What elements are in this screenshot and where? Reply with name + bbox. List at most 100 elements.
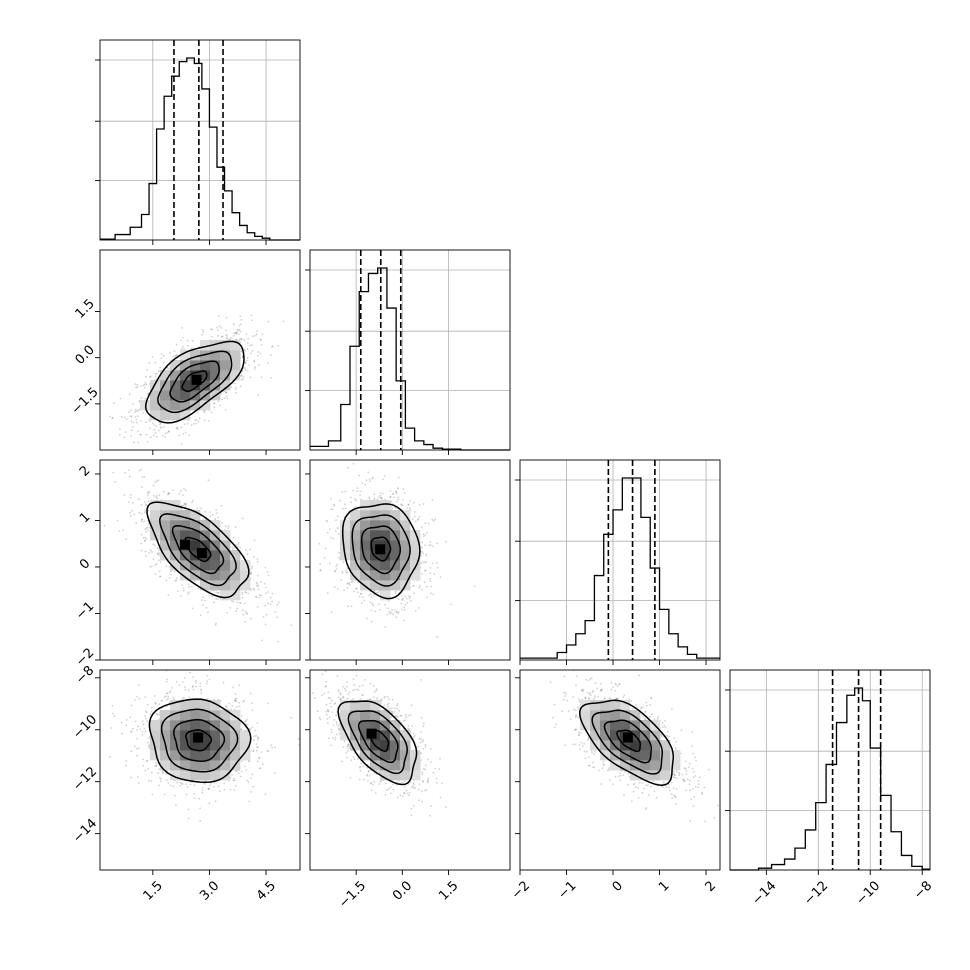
sample-point (174, 355, 177, 357)
sample-point (248, 727, 251, 730)
sample-point (575, 714, 578, 717)
sample-point (233, 777, 236, 780)
sample-point (237, 545, 239, 548)
sample-point (395, 507, 397, 510)
sample-point (160, 357, 163, 360)
sample-point (370, 609, 373, 612)
density-cell (350, 540, 361, 551)
sample-point (152, 422, 154, 425)
density-peak (179, 539, 190, 550)
sample-point (197, 411, 199, 414)
sample-point (210, 335, 213, 338)
sample-point (175, 681, 178, 683)
sample-point (159, 780, 162, 783)
sample-point (158, 549, 161, 552)
sample-point (244, 369, 247, 371)
sample-point (421, 546, 423, 549)
sample-point (661, 721, 664, 724)
sample-point (256, 746, 258, 748)
sample-point (208, 678, 211, 681)
sample-point (201, 791, 204, 794)
joint-panel-p1-p2 (309, 459, 511, 661)
sample-point (329, 528, 331, 531)
sample-point (238, 701, 240, 704)
sample-point (157, 559, 160, 562)
sample-point (133, 745, 136, 748)
sample-point (140, 420, 142, 422)
sample-point (156, 764, 158, 766)
sample-point (208, 595, 211, 597)
joint-content (318, 460, 476, 638)
sample-point (422, 535, 425, 538)
sample-point (574, 743, 577, 746)
density-cell (390, 560, 401, 571)
sample-point (130, 750, 133, 753)
sample-point (358, 474, 360, 477)
sample-point (135, 522, 138, 524)
density-cell (610, 760, 621, 771)
sample-point (635, 704, 638, 706)
contour-2sigma (146, 501, 250, 599)
sample-point (103, 524, 106, 527)
density-cell (150, 510, 161, 521)
sample-point (251, 344, 253, 346)
sample-point (247, 592, 250, 595)
sample-point (648, 715, 651, 718)
sample-point (274, 746, 276, 748)
sample-point (619, 772, 622, 774)
sample-point (253, 359, 256, 362)
sample-point (676, 771, 678, 773)
sample-point (261, 333, 264, 336)
sample-point (255, 743, 258, 746)
sample-point (333, 586, 336, 589)
density-cell (170, 750, 181, 761)
density-cell (360, 570, 371, 581)
sample-point (247, 337, 250, 340)
sample-point (676, 777, 678, 780)
sample-point (235, 706, 238, 708)
sample-point (130, 704, 133, 707)
sample-point (191, 585, 193, 588)
sample-point (694, 756, 696, 759)
sample-point (364, 678, 366, 681)
sample-point (672, 787, 675, 789)
hist-panel-p1 (305, 249, 511, 451)
sample-point (141, 486, 143, 488)
sample-point (403, 780, 406, 783)
sample-point (174, 794, 176, 797)
sample-point (95, 409, 97, 411)
sample-point (125, 719, 128, 721)
sample-point (396, 715, 399, 718)
sample-point (120, 415, 123, 418)
sample-point (337, 688, 340, 691)
density-cell (390, 550, 401, 561)
sample-point (182, 681, 184, 684)
sample-point (229, 337, 232, 340)
sample-point (366, 773, 369, 776)
density-cell (370, 550, 381, 561)
hist-frame (519, 459, 721, 661)
density-cell (350, 720, 361, 731)
sample-point (221, 522, 223, 524)
y-tick-label: −1 (73, 599, 97, 623)
sample-point (332, 724, 335, 726)
sample-point (403, 791, 406, 794)
sample-point (256, 330, 258, 332)
x-tick-label: −10 (853, 878, 883, 908)
density-cell (240, 730, 251, 741)
density-cell (150, 400, 161, 411)
sample-point (408, 728, 410, 731)
sample-point (134, 720, 137, 723)
sample-point (622, 774, 625, 776)
sample-point (642, 715, 645, 718)
contour-line (181, 370, 208, 393)
sample-point (256, 574, 259, 577)
sample-point (159, 366, 162, 369)
sample-point (337, 725, 339, 727)
density-cell (360, 520, 371, 531)
sample-point (87, 431, 89, 433)
density-cell (200, 380, 211, 391)
sample-point (271, 746, 273, 749)
sample-point (631, 707, 634, 710)
sample-point (685, 773, 688, 775)
